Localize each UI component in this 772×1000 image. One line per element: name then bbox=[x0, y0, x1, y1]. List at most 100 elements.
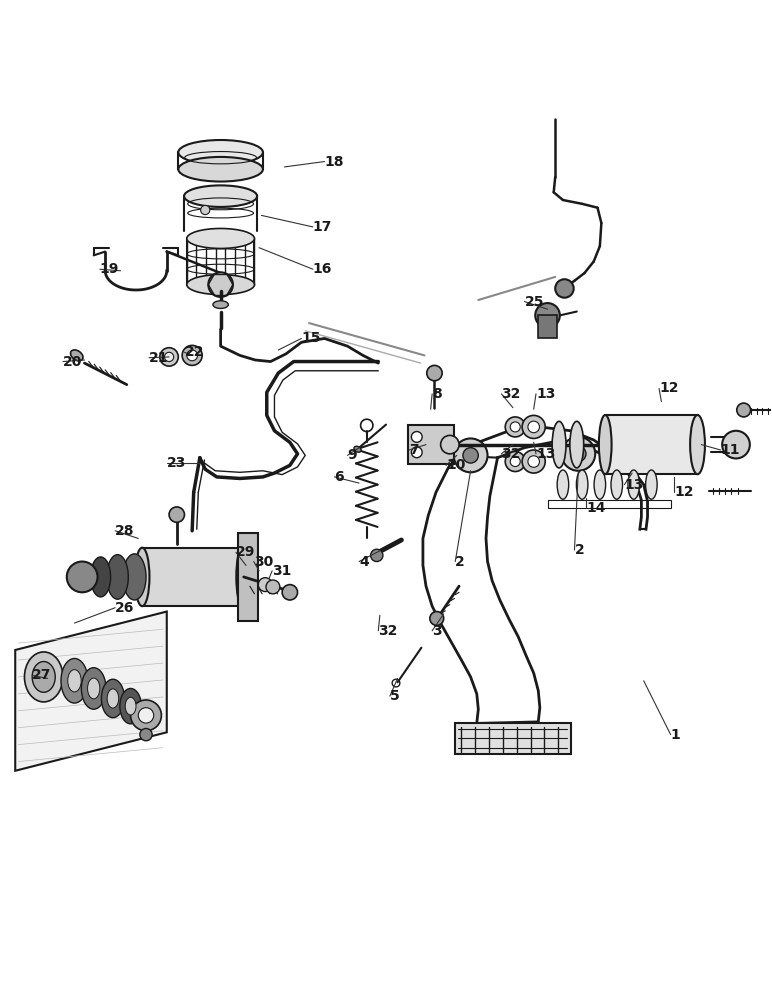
Circle shape bbox=[463, 448, 479, 463]
Ellipse shape bbox=[101, 679, 124, 718]
Ellipse shape bbox=[611, 470, 622, 499]
Ellipse shape bbox=[125, 697, 136, 715]
Text: 26: 26 bbox=[115, 601, 134, 615]
Text: 12: 12 bbox=[659, 381, 679, 395]
Text: 29: 29 bbox=[236, 545, 256, 559]
Circle shape bbox=[160, 348, 178, 366]
Circle shape bbox=[555, 279, 574, 298]
Text: 3: 3 bbox=[432, 624, 442, 638]
Circle shape bbox=[371, 549, 383, 562]
Ellipse shape bbox=[599, 415, 611, 474]
Circle shape bbox=[571, 446, 586, 462]
Text: 32: 32 bbox=[501, 447, 521, 461]
Text: 13: 13 bbox=[536, 447, 555, 461]
Ellipse shape bbox=[570, 421, 584, 468]
Ellipse shape bbox=[70, 350, 83, 361]
Text: 13: 13 bbox=[536, 387, 555, 401]
Circle shape bbox=[736, 403, 750, 417]
Text: 6: 6 bbox=[334, 470, 344, 484]
Ellipse shape bbox=[68, 670, 81, 692]
Text: 27: 27 bbox=[32, 668, 52, 682]
Circle shape bbox=[266, 580, 279, 594]
Circle shape bbox=[528, 421, 540, 433]
Ellipse shape bbox=[135, 548, 150, 606]
Circle shape bbox=[201, 205, 210, 215]
Text: 9: 9 bbox=[347, 448, 357, 462]
Polygon shape bbox=[15, 612, 167, 771]
Text: 8: 8 bbox=[432, 387, 442, 401]
Text: 32: 32 bbox=[501, 387, 521, 401]
Ellipse shape bbox=[690, 415, 705, 474]
Circle shape bbox=[510, 457, 520, 467]
Text: 5: 5 bbox=[390, 689, 400, 703]
Circle shape bbox=[208, 272, 233, 297]
Text: 2: 2 bbox=[574, 543, 584, 557]
Circle shape bbox=[722, 431, 750, 458]
Text: 31: 31 bbox=[273, 564, 292, 578]
Ellipse shape bbox=[184, 185, 257, 207]
Circle shape bbox=[164, 352, 174, 362]
Bar bbox=[605, 415, 698, 474]
Text: 14: 14 bbox=[586, 501, 605, 515]
Circle shape bbox=[182, 345, 202, 365]
Circle shape bbox=[561, 437, 595, 471]
Ellipse shape bbox=[81, 668, 106, 709]
Ellipse shape bbox=[628, 470, 639, 499]
Text: 7: 7 bbox=[409, 443, 418, 457]
Text: 22: 22 bbox=[185, 345, 204, 359]
Circle shape bbox=[427, 365, 442, 381]
Text: 10: 10 bbox=[446, 458, 466, 472]
Circle shape bbox=[430, 612, 444, 625]
Text: 18: 18 bbox=[324, 155, 344, 169]
Text: 28: 28 bbox=[115, 524, 135, 538]
Text: 4: 4 bbox=[359, 555, 369, 569]
Text: 15: 15 bbox=[301, 331, 321, 345]
Text: 16: 16 bbox=[313, 262, 332, 276]
Ellipse shape bbox=[557, 470, 569, 499]
Ellipse shape bbox=[178, 157, 263, 182]
Text: 32: 32 bbox=[378, 624, 398, 638]
Circle shape bbox=[259, 578, 273, 592]
Text: 30: 30 bbox=[254, 555, 273, 569]
Ellipse shape bbox=[32, 662, 56, 692]
Ellipse shape bbox=[187, 228, 255, 248]
Text: 17: 17 bbox=[313, 220, 332, 234]
Ellipse shape bbox=[61, 658, 88, 703]
Circle shape bbox=[510, 422, 520, 432]
Text: 25: 25 bbox=[524, 295, 544, 309]
Ellipse shape bbox=[236, 548, 248, 606]
Ellipse shape bbox=[577, 470, 588, 499]
Circle shape bbox=[411, 432, 422, 442]
Circle shape bbox=[505, 452, 525, 472]
Ellipse shape bbox=[213, 301, 229, 308]
Text: 11: 11 bbox=[720, 443, 740, 457]
Text: 19: 19 bbox=[100, 262, 119, 276]
Circle shape bbox=[66, 562, 97, 592]
Text: 12: 12 bbox=[675, 485, 694, 499]
Circle shape bbox=[454, 438, 488, 472]
Text: 2: 2 bbox=[455, 555, 465, 569]
Circle shape bbox=[411, 447, 422, 458]
Circle shape bbox=[441, 435, 459, 454]
Circle shape bbox=[138, 708, 154, 723]
Circle shape bbox=[130, 700, 161, 731]
Text: 13: 13 bbox=[625, 478, 644, 492]
Text: 1: 1 bbox=[671, 728, 680, 742]
Circle shape bbox=[282, 585, 297, 600]
Ellipse shape bbox=[594, 470, 605, 499]
Circle shape bbox=[528, 456, 540, 467]
Circle shape bbox=[505, 417, 525, 437]
Circle shape bbox=[140, 728, 152, 741]
Ellipse shape bbox=[178, 140, 263, 165]
Ellipse shape bbox=[354, 446, 361, 452]
Bar bbox=[142, 548, 242, 606]
Bar bbox=[538, 315, 557, 338]
Circle shape bbox=[187, 350, 198, 361]
Ellipse shape bbox=[87, 678, 100, 699]
Ellipse shape bbox=[90, 557, 110, 597]
Text: 21: 21 bbox=[149, 351, 168, 365]
Ellipse shape bbox=[25, 652, 63, 702]
Text: 23: 23 bbox=[167, 456, 186, 470]
Ellipse shape bbox=[187, 275, 255, 295]
Circle shape bbox=[169, 507, 185, 522]
